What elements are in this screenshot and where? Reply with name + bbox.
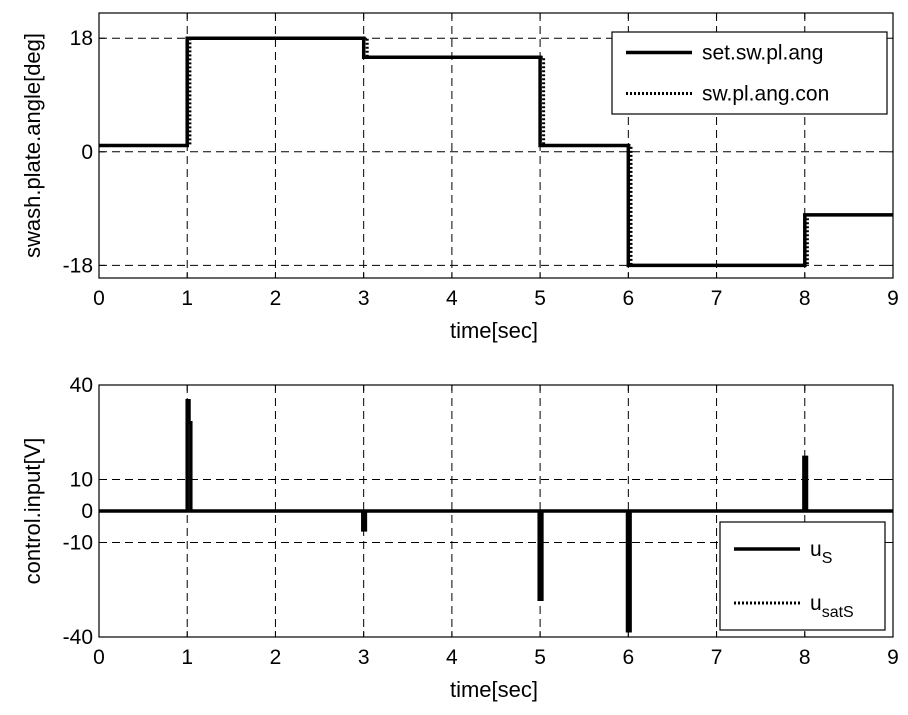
- y-axis-label: swash.plate.angle[deg]: [20, 33, 45, 258]
- legend: uS usatS: [719, 521, 886, 631]
- legend: set.sw.pl.ang sw.pl.ang.con: [611, 31, 888, 115]
- y-tick-label: -10: [63, 532, 93, 555]
- series-line-1: [99, 399, 893, 633]
- x-tick-label: 7: [711, 287, 723, 310]
- y-axis-label: control.input[V]: [20, 438, 45, 585]
- y-tick-label: -18: [63, 254, 93, 277]
- x-tick-label: 3: [358, 646, 370, 669]
- x-tick-label: 8: [799, 287, 811, 310]
- x-tick-label: 6: [622, 646, 634, 669]
- axes-frame: [98, 12, 894, 279]
- legend-label-2: sw.pl.ang.con: [702, 83, 829, 106]
- legend-box: [719, 521, 886, 631]
- x-tick-label: 4: [446, 287, 458, 310]
- x-tick-label: 9: [887, 646, 899, 669]
- y-tick-label: 0: [81, 500, 93, 523]
- x-tick-label: 0: [93, 287, 105, 310]
- x-tick-label: 6: [622, 287, 634, 310]
- y-tick-label: -40: [63, 626, 93, 649]
- y-tick-label: 10: [70, 469, 93, 492]
- x-tick-label: 0: [93, 646, 105, 669]
- top-plot: 0 1 2 3 4 5 6 7 8 9-18018time[sec]swash.plate.ang…: [20, 12, 899, 343]
- bottom-plot: 0 1 2 3 4 5 6 7 8 9 -40 -10 0 10 40 time[sec] control.in…: [20, 374, 899, 702]
- x-axis-label: time[sec]: [450, 677, 538, 702]
- x-tick-label: 9: [887, 287, 899, 310]
- x-tick-label: 3: [358, 287, 370, 310]
- x-tick-label: 7: [711, 646, 723, 669]
- x-tick-label: 1: [181, 646, 193, 669]
- legend-label-1: uS: [810, 538, 832, 567]
- y-tick-label: 40: [70, 374, 93, 397]
- series-line-1: [99, 36, 893, 268]
- y-tick-label: 0: [81, 141, 93, 164]
- x-tick-label: 5: [534, 287, 546, 310]
- x-tick-label: 4: [446, 646, 458, 669]
- legend-label-1: set.sw.pl.ang: [702, 42, 823, 65]
- x-tick-label: 8: [799, 646, 811, 669]
- legend-label-2: usatS: [810, 592, 854, 621]
- y-tick-label: 18: [70, 27, 93, 50]
- series-line-2: [99, 36, 893, 267]
- x-tick-label: 2: [270, 646, 282, 669]
- x-tick-label: 5: [534, 646, 546, 669]
- legend-box: [611, 31, 888, 115]
- x-tick-label: 1: [181, 287, 193, 310]
- x-tick-label: 2: [270, 287, 282, 310]
- x-axis-label: time[sec]: [450, 318, 538, 343]
